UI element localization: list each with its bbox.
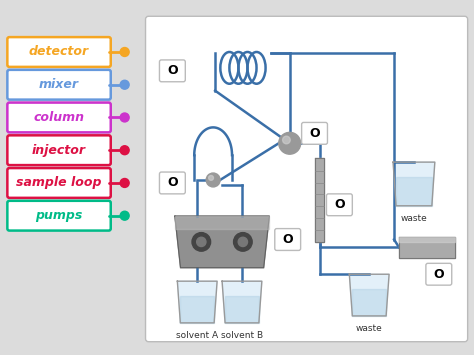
Polygon shape — [315, 158, 324, 242]
FancyBboxPatch shape — [8, 103, 111, 132]
Circle shape — [120, 48, 129, 56]
Polygon shape — [399, 236, 455, 242]
Circle shape — [120, 113, 129, 122]
FancyBboxPatch shape — [327, 194, 352, 216]
Circle shape — [234, 233, 252, 251]
Text: O: O — [309, 127, 320, 140]
Circle shape — [209, 175, 213, 180]
Circle shape — [120, 146, 129, 155]
Circle shape — [120, 179, 129, 187]
Polygon shape — [180, 296, 214, 323]
FancyBboxPatch shape — [301, 122, 328, 144]
FancyBboxPatch shape — [8, 201, 111, 231]
FancyBboxPatch shape — [159, 172, 185, 194]
Text: detector: detector — [29, 45, 89, 59]
Polygon shape — [225, 296, 259, 323]
FancyBboxPatch shape — [159, 60, 185, 82]
Polygon shape — [393, 162, 435, 206]
FancyBboxPatch shape — [8, 168, 111, 198]
Circle shape — [238, 237, 247, 246]
Text: solvent A: solvent A — [176, 331, 219, 340]
Polygon shape — [175, 216, 269, 268]
Text: solvent B: solvent B — [221, 331, 263, 340]
Text: pumps: pumps — [36, 209, 83, 222]
Circle shape — [279, 132, 301, 154]
Text: mixer: mixer — [39, 78, 79, 91]
Text: sample loop: sample loop — [16, 176, 102, 190]
Polygon shape — [222, 281, 262, 323]
Text: O: O — [334, 198, 345, 211]
Polygon shape — [177, 281, 217, 323]
Polygon shape — [396, 178, 432, 206]
Polygon shape — [352, 289, 386, 316]
Text: injector: injector — [32, 144, 86, 157]
FancyBboxPatch shape — [8, 37, 111, 67]
Circle shape — [197, 237, 206, 246]
Polygon shape — [399, 236, 455, 258]
FancyBboxPatch shape — [8, 70, 111, 100]
Circle shape — [283, 136, 290, 144]
FancyBboxPatch shape — [426, 263, 452, 285]
Text: O: O — [167, 176, 178, 190]
Circle shape — [192, 233, 210, 251]
Circle shape — [120, 211, 129, 220]
Text: O: O — [434, 268, 444, 281]
Text: waste: waste — [401, 214, 428, 223]
FancyBboxPatch shape — [275, 229, 301, 250]
FancyBboxPatch shape — [8, 135, 111, 165]
FancyBboxPatch shape — [146, 16, 468, 342]
Circle shape — [206, 173, 220, 187]
Text: O: O — [167, 64, 178, 77]
Polygon shape — [175, 216, 269, 229]
Circle shape — [120, 80, 129, 89]
Text: waste: waste — [356, 324, 383, 333]
Text: column: column — [34, 111, 84, 124]
Polygon shape — [349, 274, 389, 316]
Text: O: O — [283, 233, 293, 246]
